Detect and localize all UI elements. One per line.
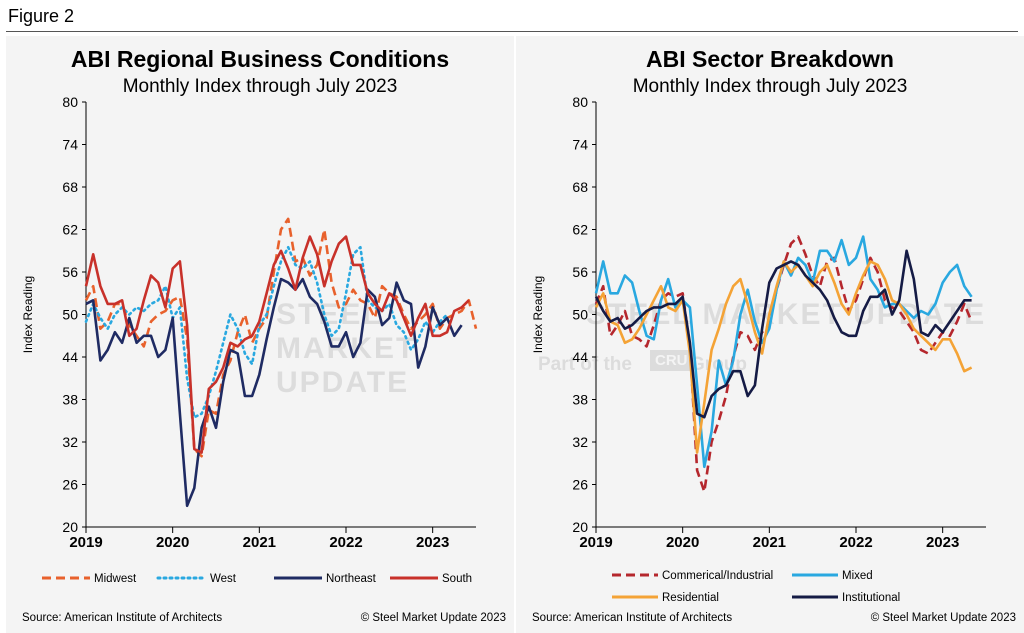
- y-tick-label: 56: [572, 264, 588, 280]
- series-line-south: [84, 235, 470, 454]
- y-tick-label: 80: [62, 94, 78, 110]
- x-tick-label: 2020: [156, 534, 189, 551]
- y-axis-label: Index Reading: [21, 276, 35, 353]
- legend-label: South: [442, 573, 472, 585]
- y-tick-label: 38: [62, 392, 78, 408]
- series-line-institutional: [594, 249, 972, 419]
- copyright-note: © Steel Market Update 2023: [360, 612, 506, 624]
- series-line-northeast: [85, 277, 463, 508]
- y-axis-label: Index Reading: [531, 276, 545, 353]
- chart-title: ABI Regional Business Conditions: [70, 46, 450, 72]
- y-tick-label: 68: [572, 179, 588, 195]
- header-rule: [6, 31, 1018, 32]
- legend-label: Midwest: [94, 573, 137, 585]
- series-line-mixed: [594, 235, 973, 469]
- sector-chart-panel: STEEL MARKET UPDATE Part of the CRU Grou…: [516, 36, 1024, 633]
- x-tick-label: 2022: [839, 534, 872, 551]
- x-tick-label: 2021: [753, 534, 786, 551]
- y-tick-label: 74: [572, 137, 588, 153]
- sector-chart-plot: 20 26 32 38 44 50 56 62 68 74 80 2019 2020 2021 2022 20…: [531, 94, 986, 604]
- y-tick-label: 50: [62, 307, 78, 323]
- y-tick-label: 62: [62, 222, 78, 238]
- legend-label: Mixed: [842, 570, 873, 582]
- y-tick-label: 32: [572, 434, 588, 450]
- series-line-midwest: [84, 217, 478, 458]
- figure-label: Figure 2: [8, 6, 75, 26]
- y-tick-label: 80: [572, 94, 588, 110]
- y-tick-label: 26: [62, 477, 78, 493]
- y-tick-label: 32: [62, 434, 78, 450]
- x-tick-label: 2020: [666, 534, 699, 551]
- legend-label: Institutional: [842, 592, 900, 604]
- series-line-west: [84, 245, 449, 419]
- y-tick-label: 74: [62, 137, 78, 153]
- x-tick-label: 2019: [579, 534, 612, 551]
- y-tick-label: 68: [62, 179, 78, 195]
- y-tick-label: 20: [572, 519, 588, 535]
- y-tick-label: 26: [572, 477, 588, 493]
- y-tick-label: 44: [62, 349, 78, 365]
- x-tick-label: 2023: [416, 534, 449, 551]
- x-tick-label: 2019: [69, 534, 102, 551]
- y-tick-label: 56: [62, 264, 78, 280]
- source-note: Source: American Institute of Architects: [22, 612, 223, 624]
- y-tick-label: 44: [572, 349, 588, 365]
- source-note: Source: American Institute of Architects: [532, 612, 733, 624]
- regional-chart-panel: STEEL MARKET UPDATE ABI Regional Busines…: [6, 36, 514, 633]
- x-tick-label: 2021: [243, 534, 276, 551]
- regional-chart-plot: 20 26 32 38 44 50 56 62 68 74 80 2019 2020 2021 2022 20…: [21, 94, 478, 585]
- copyright-note: © Steel Market Update 2023: [870, 612, 1016, 624]
- legend-label: Northeast: [326, 573, 377, 585]
- x-tick-label: 2022: [329, 534, 362, 551]
- legend-label: Residential: [662, 592, 719, 604]
- legend-label: Commerical/Industrial: [662, 570, 773, 582]
- series-line-residential: [594, 260, 973, 454]
- y-tick-label: 20: [62, 519, 78, 535]
- chart-subtitle: Monthly Index through July 2023: [632, 76, 908, 97]
- y-tick-label: 38: [572, 392, 588, 408]
- y-tick-label: 62: [572, 222, 588, 238]
- series-line-commerical-industrial: [594, 235, 973, 493]
- chart-subtitle: Monthly Index through July 2023: [122, 76, 398, 97]
- y-tick-label: 50: [572, 307, 588, 323]
- legend-label: West: [210, 573, 237, 585]
- chart-title: ABI Sector Breakdown: [646, 46, 894, 72]
- x-tick-label: 2023: [926, 534, 959, 551]
